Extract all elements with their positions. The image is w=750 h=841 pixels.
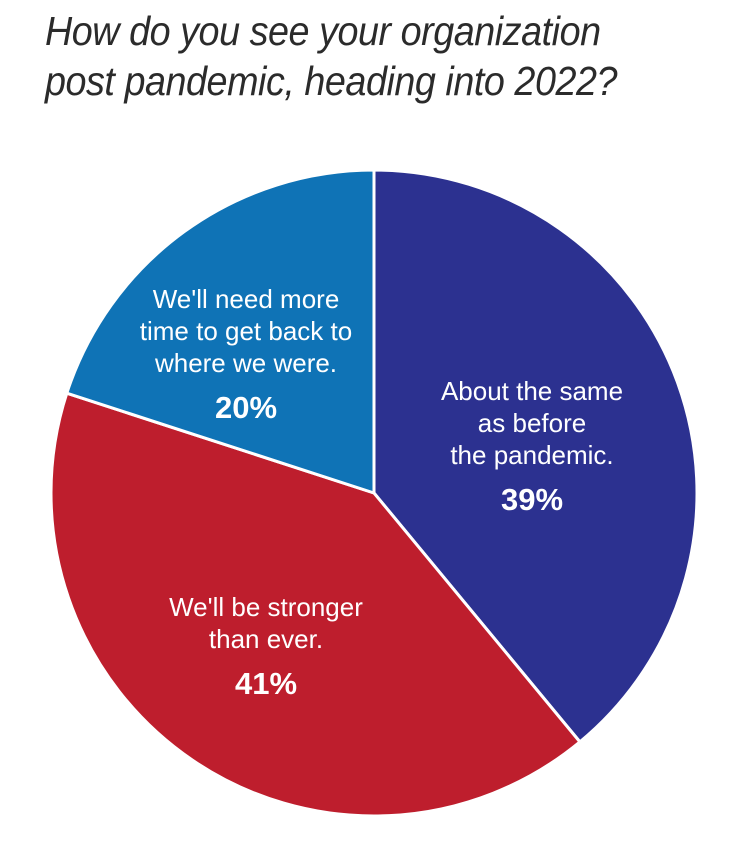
slice-label-1-line-1: About the same — [441, 376, 623, 406]
slice-label-3-line-2: time to get back to — [140, 316, 352, 346]
pie-slice-3 — [65, 168, 376, 495]
slice-label-2-line-2: than ever. — [209, 624, 323, 654]
slice-label-3-line-1: We'll need more — [153, 284, 340, 314]
pie-slice-2 — [49, 391, 582, 818]
slice-label-1-line-2: as before — [478, 408, 586, 438]
slice-label-2-line-1: We'll be stronger — [169, 592, 363, 622]
slice-value-3: 20% — [215, 390, 277, 425]
chart-title-line-2: post pandemic, heading into 2022? — [45, 58, 618, 104]
slice-value-2: 41% — [235, 666, 297, 701]
chart-title: How do you see your organization post pa… — [45, 6, 671, 106]
pie-slices — [49, 168, 699, 818]
chart-title-line-1: How do you see your organization — [45, 8, 601, 54]
slice-label-3-line-3: where we were. — [154, 348, 337, 378]
pie-slice-1 — [372, 168, 699, 744]
slice-label-1-line-3: the pandemic. — [450, 440, 613, 470]
slice-value-1: 39% — [501, 482, 563, 517]
